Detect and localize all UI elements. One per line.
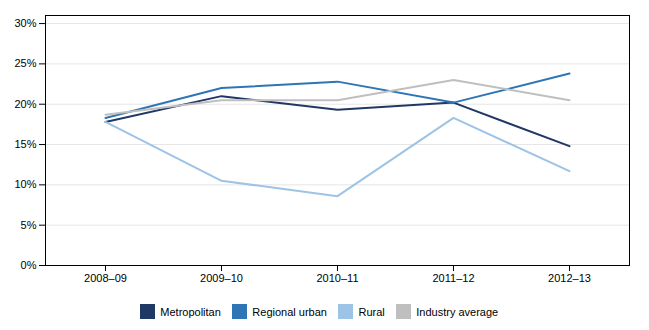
- svg-text:2009–10: 2009–10: [200, 272, 243, 284]
- html-text:Rural: Rural: [358, 305, 385, 318]
- html-text:Industry average: Industry average: [416, 305, 499, 318]
- svg-text:2011–12: 2011–12: [432, 272, 474, 284]
- svg-text:15%: 15%: [14, 138, 36, 150]
- svg-text:20%: 20%: [14, 98, 36, 110]
- html-text:Metropolitan: Metropolitan: [160, 305, 221, 318]
- svg-text:2008–09: 2008–09: [84, 272, 127, 284]
- svg-text:25%: 25%: [14, 57, 36, 69]
- svg-text:2010–11: 2010–11: [316, 272, 358, 284]
- svg-text:5%: 5%: [21, 219, 37, 231]
- svg-text:2012–13: 2012–13: [548, 272, 591, 284]
- svg-text:10%: 10%: [14, 178, 36, 190]
- svg-text:30%: 30%: [14, 17, 36, 29]
- html-text:Regional urban: Regional urban: [252, 305, 327, 318]
- svg-text:0%: 0%: [21, 259, 37, 271]
